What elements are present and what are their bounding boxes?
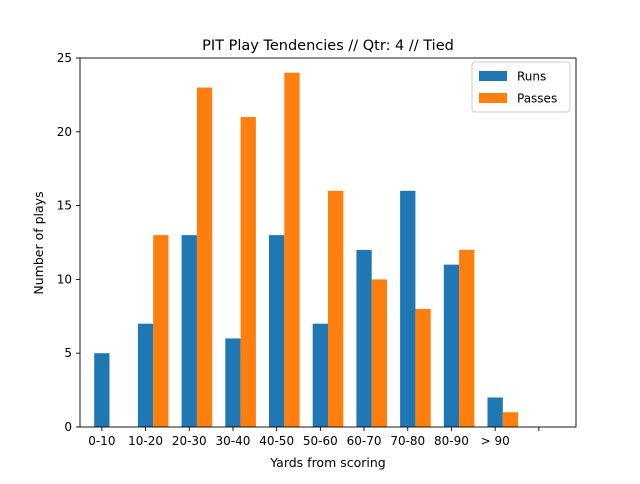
- bar-runs-6: [356, 249, 372, 427]
- x-tick-label: 70-80: [390, 434, 425, 448]
- x-axis-label: Yards from scoring: [269, 455, 385, 470]
- bar-passes-6: [371, 279, 387, 427]
- bar-runs-7: [400, 190, 416, 427]
- bar-passes-4: [284, 72, 300, 427]
- x-tick-label: 0-10: [88, 434, 115, 448]
- legend-label-runs: Runs: [517, 70, 546, 84]
- bar-runs-9: [487, 397, 503, 427]
- legend: Runs Passes: [471, 61, 571, 113]
- bar-passes-5: [328, 190, 344, 427]
- bar-runs-0: [94, 353, 110, 427]
- bar-passes-3: [240, 117, 256, 427]
- y-tick-label: 5: [64, 346, 72, 360]
- bar-runs-3: [225, 338, 241, 427]
- x-tick-label: 80-90: [434, 434, 469, 448]
- y-axis-label: Number of plays: [31, 191, 46, 294]
- y-tick-label: 10: [57, 272, 72, 286]
- legend-label-passes: Passes: [517, 92, 557, 106]
- x-tick-label: 30-40: [216, 434, 251, 448]
- legend-swatch-passes: [479, 93, 507, 103]
- x-tick-label: 40-50: [259, 434, 294, 448]
- x-tick-label: 50-60: [303, 434, 338, 448]
- bar-passes-7: [415, 308, 431, 427]
- y-tick-label: 25: [57, 51, 72, 65]
- bar-runs-2: [181, 235, 197, 427]
- bar-passes-2: [196, 87, 213, 428]
- x-tick-label: 60-70: [347, 434, 382, 448]
- bar-passes-9: [502, 412, 519, 427]
- bar-runs-8: [443, 264, 460, 427]
- x-tick-label: 10-20: [128, 434, 163, 448]
- bar-runs-4: [269, 235, 285, 427]
- chart-title: PIT Play Tendencies // Qtr: 4 // Tied: [202, 38, 454, 54]
- y-tick-label: 15: [57, 199, 72, 213]
- x-tick-label: > 90: [481, 434, 510, 448]
- bar-passes-8: [459, 249, 475, 427]
- legend-swatch-runs: [479, 71, 507, 81]
- plot-area: 0 5 10 15 20 25 0-10 10-20 20-30 30-40 40-50 50-60 6…: [57, 51, 577, 448]
- y-tick-label: 0: [64, 420, 72, 434]
- bar-runs-5: [312, 323, 328, 427]
- bar-passes-1: [153, 235, 169, 427]
- plot-frame: [79, 57, 577, 428]
- y-tick-label: 20: [57, 125, 72, 139]
- x-tick-label: 20-30: [172, 434, 207, 448]
- bar-runs-1: [137, 323, 154, 427]
